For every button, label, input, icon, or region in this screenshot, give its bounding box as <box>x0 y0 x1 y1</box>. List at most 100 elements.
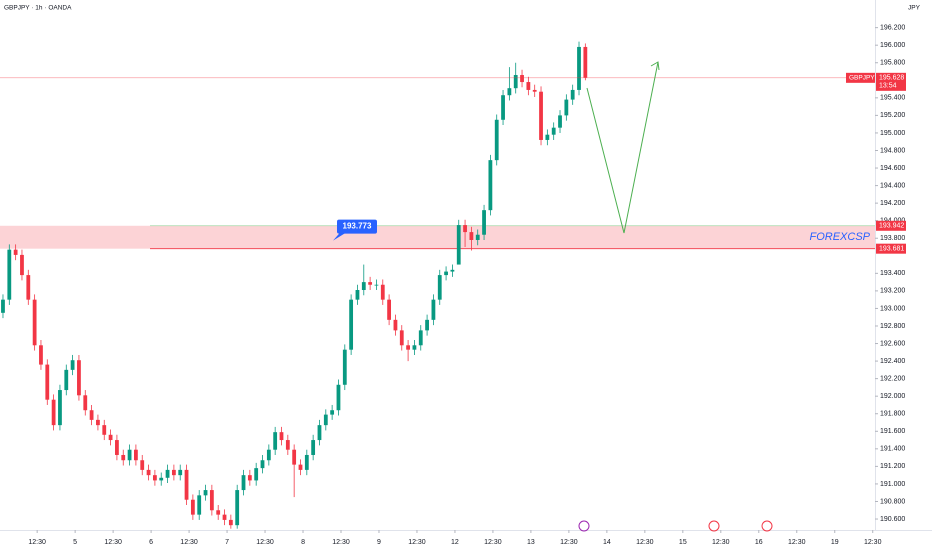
candle-body <box>558 115 562 128</box>
candle-body <box>171 469 176 476</box>
last-price-label: 195.628 <box>879 75 904 82</box>
candle-body <box>1 299 5 313</box>
event-icon[interactable] <box>761 520 773 532</box>
x-tick-label: 16 <box>755 539 763 546</box>
candle-body <box>51 399 56 426</box>
callout-box <box>337 219 377 234</box>
y-tick-label: 190.600 <box>880 516 905 523</box>
candle-body <box>273 432 278 450</box>
candle-body <box>83 395 88 411</box>
candle-body <box>20 254 24 276</box>
candle-body <box>526 82 531 90</box>
candle-body <box>355 290 360 300</box>
x-tick-label: 5 <box>73 539 77 546</box>
y-tick-label: 193.000 <box>880 305 905 312</box>
x-tick-label: 12:30 <box>560 539 578 546</box>
candle-body <box>127 449 132 461</box>
y-tick-label: 194.200 <box>880 200 905 207</box>
candle-body <box>190 499 195 515</box>
last-price-tag <box>876 72 906 91</box>
candle-body <box>418 330 423 346</box>
candle-body <box>134 449 138 461</box>
y-tick-label: 195.800 <box>880 60 905 67</box>
candle-body <box>463 225 467 233</box>
candle-body <box>77 360 81 396</box>
y-tick-label: 192.800 <box>880 323 905 330</box>
watermark: FOREXCSP <box>809 231 870 243</box>
callout-label: 193.773 <box>343 222 372 231</box>
event-icon[interactable] <box>578 520 590 532</box>
candle-body <box>140 460 145 470</box>
x-tick-label: 8 <box>301 539 305 546</box>
candle-body <box>89 410 94 420</box>
candle-body <box>260 460 265 469</box>
y-tick-label: 195.400 <box>880 95 905 102</box>
candle-body <box>39 345 43 365</box>
candle-body <box>361 282 366 291</box>
candle-body <box>298 464 303 470</box>
candle-body <box>406 345 410 350</box>
candle-body <box>570 89 575 100</box>
candle-body <box>304 454 309 470</box>
candle-body <box>279 432 284 441</box>
x-tick-label: 13 <box>527 539 535 546</box>
candle-body <box>70 360 75 370</box>
symbol-tag <box>846 72 875 83</box>
candle-body <box>159 477 164 481</box>
candle-body <box>197 495 202 515</box>
y-tick-label: 193.200 <box>880 288 905 295</box>
countdown-label: 13:54 <box>879 83 897 90</box>
candle-body <box>178 469 183 476</box>
candle-body <box>58 390 62 426</box>
y-tick-label: 195.200 <box>880 112 905 119</box>
candle-body <box>285 440 290 450</box>
candle-body <box>374 284 379 286</box>
callout-pointer <box>333 232 346 241</box>
candle-body <box>545 134 550 140</box>
candle-body <box>551 127 556 135</box>
candle-body <box>216 510 221 515</box>
x-tick-label: 12 <box>451 539 459 546</box>
candle-body <box>349 299 354 350</box>
y-tick-label: 190.800 <box>880 498 905 505</box>
x-tick-label: 12:30 <box>28 539 46 546</box>
candles-layer <box>1 41 588 529</box>
zone-price-tag <box>876 243 906 254</box>
event-icon[interactable] <box>708 520 720 532</box>
candle-body <box>330 410 335 415</box>
candle-body <box>209 490 214 511</box>
candle-body <box>368 282 373 285</box>
candle-body <box>146 469 151 476</box>
x-tick-label: 12:30 <box>712 539 730 546</box>
candle-body <box>266 449 271 461</box>
candle-body <box>494 119 499 161</box>
candle-body <box>583 46 588 78</box>
candle-body <box>475 234 480 240</box>
x-tick-label: 12:30 <box>332 539 350 546</box>
y-tick-label: 193.800 <box>880 235 905 242</box>
projection-path <box>586 61 659 234</box>
candle-body <box>45 364 50 400</box>
x-tick-label: 15 <box>679 539 687 546</box>
y-tick-label: 192.000 <box>880 393 905 400</box>
candle-body <box>64 369 69 391</box>
candle-body <box>241 475 246 491</box>
x-tick-label: 14 <box>603 539 611 546</box>
candle-body <box>488 160 493 211</box>
candle-body <box>228 519 233 526</box>
candle-body <box>108 434 113 441</box>
y-tick-label: 193.400 <box>880 270 905 277</box>
y-tick-label: 194.600 <box>880 165 905 172</box>
candle-body <box>387 299 392 320</box>
candle-body <box>165 469 170 478</box>
candle-body <box>222 514 227 520</box>
y-tick-label: 192.200 <box>880 375 905 382</box>
candle-body <box>539 91 543 140</box>
x-tick-label: 12:30 <box>408 539 426 546</box>
y-tick-label: 191.400 <box>880 446 905 453</box>
x-tick-label: 19 <box>831 539 839 546</box>
candle-body <box>32 299 37 346</box>
candle-body <box>450 269 455 272</box>
candle-body <box>501 95 505 120</box>
